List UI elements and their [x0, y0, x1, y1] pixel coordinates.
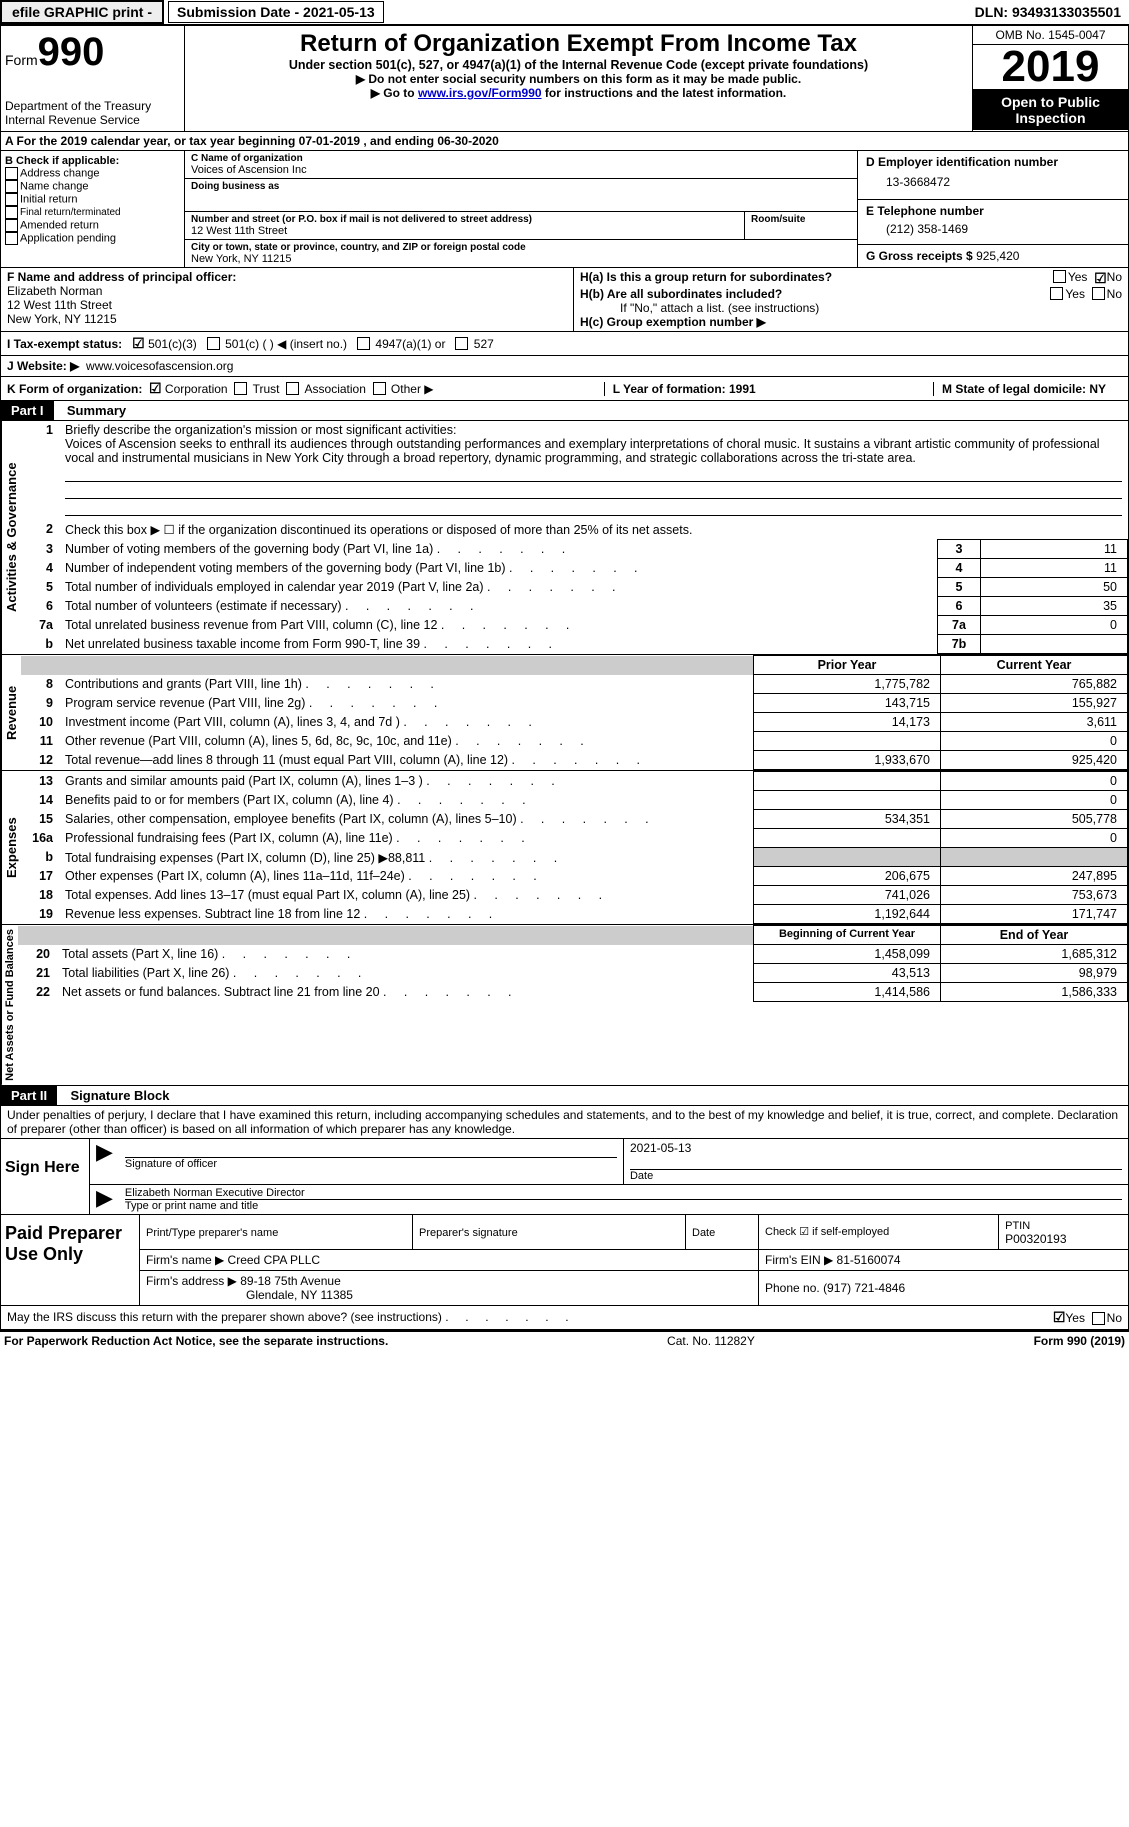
vlabel-expenses: Expenses — [1, 771, 21, 924]
vlabel-revenue: Revenue — [1, 655, 21, 770]
form-header: Form990 Department of the Treasury Inter… — [0, 25, 1129, 132]
col-b: B Check if applicable: Address change Na… — [1, 151, 185, 267]
firm-address: 89-18 75th Avenue — [240, 1274, 341, 1288]
dept-label: Department of the Treasury Internal Reve… — [5, 99, 180, 127]
tax-year: 2019 — [973, 45, 1128, 90]
firm-ein: 81-5160074 — [837, 1253, 901, 1267]
part2-bar: Part II Signature Block — [0, 1086, 1129, 1106]
vlabel-netassets: Net Assets or Fund Balances — [1, 925, 18, 1085]
org-name: Voices of Ascension Inc — [191, 164, 851, 176]
form990-link[interactable]: www.irs.gov/Form990 — [418, 86, 542, 100]
instr-2: ▶ Go to www.irs.gov/Form990 for instruct… — [189, 86, 968, 100]
ptin: P00320193 — [1005, 1232, 1066, 1246]
discuss-row: May the IRS discuss this return with the… — [0, 1306, 1129, 1330]
row-a: A For the 2019 calendar year, or tax yea… — [0, 132, 1129, 151]
firm-phone: (917) 721-4846 — [823, 1281, 905, 1295]
part1-bar: Part I Summary — [0, 401, 1129, 421]
row-fh: F Name and address of principal officer:… — [0, 268, 1129, 332]
submission-date: Submission Date - 2021-05-13 — [168, 1, 384, 23]
open-to-public: Open to Public Inspection — [973, 90, 1128, 130]
paid-preparer-section: Paid Preparer Use Only Print/Type prepar… — [0, 1215, 1129, 1306]
form-subtitle: Under section 501(c), 527, or 4947(a)(1)… — [189, 58, 968, 72]
sign-here-section: Sign Here ▶ Signature of officer 2021-05… — [0, 1139, 1129, 1215]
section-governance: Activities & Governance 1 Briefly descri… — [0, 421, 1129, 655]
website[interactable]: www.voicesofascension.org — [86, 359, 233, 373]
top-bar: efile GRAPHIC print - Submission Date - … — [0, 0, 1129, 25]
ein: 13-3668472 — [866, 169, 1120, 195]
mission-text: Voices of Ascension seeks to enthrall it… — [65, 437, 1100, 465]
firm-name: Creed CPA PLLC — [228, 1253, 321, 1267]
row-klm: K Form of organization: ☑ Corporation Tr… — [0, 377, 1129, 401]
arrow-icon: ▶ — [90, 1185, 119, 1214]
city-state-zip: New York, NY 11215 — [191, 253, 851, 265]
vlabel-governance: Activities & Governance — [1, 421, 21, 654]
officer-name: Elizabeth Norman — [7, 284, 102, 298]
gross-receipts: 925,420 — [976, 249, 1019, 263]
declaration: Under penalties of perjury, I declare th… — [0, 1106, 1129, 1139]
efile-button[interactable]: efile GRAPHIC print - — [0, 0, 164, 24]
officer-name-title: Elizabeth Norman Executive Director — [125, 1187, 1122, 1200]
section-revenue: Revenue Prior Year Current Year 8Contrib… — [0, 655, 1129, 771]
section-expenses: Expenses 13Grants and similar amounts pa… — [0, 771, 1129, 925]
telephone: (212) 358-1469 — [866, 218, 1120, 240]
street-address: 12 West 11th Street — [191, 225, 738, 237]
form-label: Form990 — [5, 30, 180, 75]
arrow-icon: ▶ — [90, 1139, 119, 1184]
page-footer: For Paperwork Reduction Act Notice, see … — [0, 1330, 1129, 1350]
block-bcdeg: B Check if applicable: Address change Na… — [0, 151, 1129, 268]
dln: DLN: 93493133035501 — [975, 4, 1129, 20]
row-i: I Tax-exempt status: ☑ 501(c)(3) 501(c) … — [0, 332, 1129, 356]
form-title: Return of Organization Exempt From Incom… — [189, 30, 968, 58]
row-j: J Website: ▶ www.voicesofascension.org — [0, 356, 1129, 377]
section-netassets: Net Assets or Fund Balances Beginning of… — [0, 925, 1129, 1086]
instr-1: ▶ Do not enter social security numbers o… — [189, 72, 968, 86]
